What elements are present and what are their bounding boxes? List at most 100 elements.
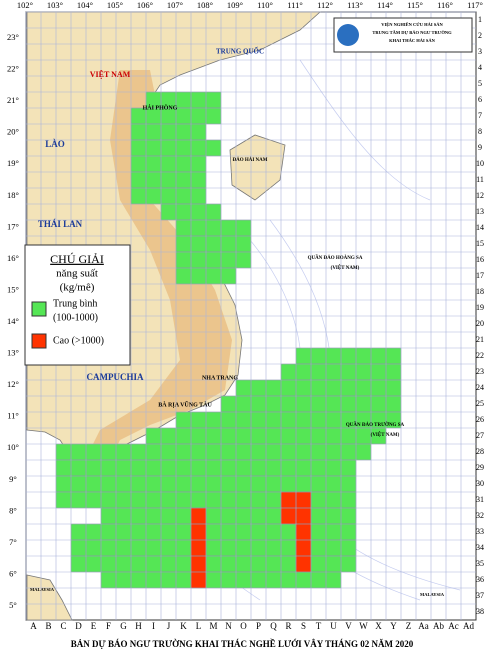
grid-cell xyxy=(325,427,342,445)
longitude-label: 111° xyxy=(287,0,303,10)
column-label: Ac xyxy=(448,621,459,631)
grid-cell xyxy=(130,475,147,493)
grid-cell xyxy=(220,219,237,237)
grid-cell xyxy=(295,379,312,397)
latitude-label: 14° xyxy=(7,316,19,326)
grid-cell xyxy=(325,555,342,573)
grid-cell xyxy=(190,267,207,285)
latitude-label: 16° xyxy=(7,253,19,263)
place-label: CAMPUCHIA xyxy=(87,372,144,382)
grid-cell xyxy=(325,443,342,461)
grid-cell xyxy=(85,555,102,573)
grid-cell xyxy=(55,475,72,493)
grid xyxy=(25,11,476,620)
grid-cell xyxy=(190,539,207,557)
grid-cell xyxy=(340,523,357,541)
latitude-label: 22° xyxy=(7,64,19,74)
grid-cell xyxy=(295,571,312,589)
grid-cell xyxy=(130,555,147,573)
grid-cell xyxy=(145,459,162,477)
grid-cell xyxy=(130,123,147,141)
grid-cell xyxy=(370,379,387,397)
grid-cell xyxy=(265,491,282,509)
grid-cell xyxy=(310,411,327,429)
latitude-label: 5° xyxy=(9,600,17,610)
row-label: 35 xyxy=(476,559,484,568)
longitude-label: 113° xyxy=(347,0,363,10)
grid-cell xyxy=(115,539,132,557)
grid-cell xyxy=(160,427,177,445)
grid-cell xyxy=(100,539,117,557)
grid-cell xyxy=(235,251,252,269)
grid-cell xyxy=(325,475,342,493)
grid-cell xyxy=(175,459,192,477)
grid-cell xyxy=(220,459,237,477)
grid-cell xyxy=(310,555,327,573)
grid-cell xyxy=(280,475,297,493)
grid-cell xyxy=(250,427,267,445)
grid-cell xyxy=(235,555,252,573)
grid-cell xyxy=(250,491,267,509)
grid-cell xyxy=(175,123,192,141)
grid-cell xyxy=(250,395,267,413)
grid-cell xyxy=(70,555,87,573)
grid-cell xyxy=(175,187,192,205)
grid-cell xyxy=(355,443,372,461)
grid-cell xyxy=(295,395,312,413)
row-label: 31 xyxy=(476,495,484,504)
grid-cell xyxy=(115,571,132,589)
grid-cell xyxy=(100,555,117,573)
grid-cell xyxy=(205,235,222,253)
grid-cell xyxy=(130,539,147,557)
grid-cell xyxy=(70,523,87,541)
grid-cell xyxy=(325,491,342,509)
grid-cell xyxy=(100,491,117,509)
row-label: 33 xyxy=(476,527,484,536)
grid-cell xyxy=(355,363,372,381)
grid-cell xyxy=(355,379,372,397)
column-label: H xyxy=(135,621,142,631)
row-label: 36 xyxy=(476,575,484,584)
grid-cell xyxy=(55,459,72,477)
grid-cell xyxy=(310,363,327,381)
grid-cell xyxy=(325,459,342,477)
grid-cell xyxy=(280,491,297,509)
place-label: BÀ RỊA VŨNG TÀU xyxy=(158,400,212,408)
place-label: HẢI PHÒNG xyxy=(143,103,178,111)
row-label: 38 xyxy=(476,607,484,616)
grid-cell xyxy=(235,411,252,429)
longitude-label: 112° xyxy=(317,0,333,10)
grid-cell xyxy=(130,523,147,541)
grid-cell xyxy=(385,395,402,413)
row-label: 3 xyxy=(478,47,482,56)
grid-cell xyxy=(175,411,192,429)
grid-cell xyxy=(205,251,222,269)
row-label: 7 xyxy=(478,111,482,120)
grid-cell xyxy=(70,475,87,493)
vietnam-provinces xyxy=(80,70,232,485)
column-label: V xyxy=(345,621,352,631)
grid-cell xyxy=(190,107,207,125)
grid-cell xyxy=(160,155,177,173)
grid-cell xyxy=(175,571,192,589)
grid-cell xyxy=(175,443,192,461)
longitude-label: 108° xyxy=(197,0,213,10)
grid-cell xyxy=(175,155,192,173)
column-label: T xyxy=(316,621,322,631)
grid-cell xyxy=(175,251,192,269)
grid-cell xyxy=(250,475,267,493)
grid-cell xyxy=(145,491,162,509)
place-label: ĐẢO HẢI NAM xyxy=(233,157,268,163)
grid-cell xyxy=(280,539,297,557)
grid-cell xyxy=(340,443,357,461)
grid-cell xyxy=(355,427,372,445)
grid-cell xyxy=(205,219,222,237)
grid-cell xyxy=(70,539,87,557)
row-label: 34 xyxy=(476,543,484,552)
grid-cell xyxy=(175,523,192,541)
longitude-label: 102° xyxy=(17,0,33,10)
grid-cell xyxy=(190,251,207,269)
grid-cell xyxy=(190,139,207,157)
legend-label: Trung bình xyxy=(53,298,97,309)
